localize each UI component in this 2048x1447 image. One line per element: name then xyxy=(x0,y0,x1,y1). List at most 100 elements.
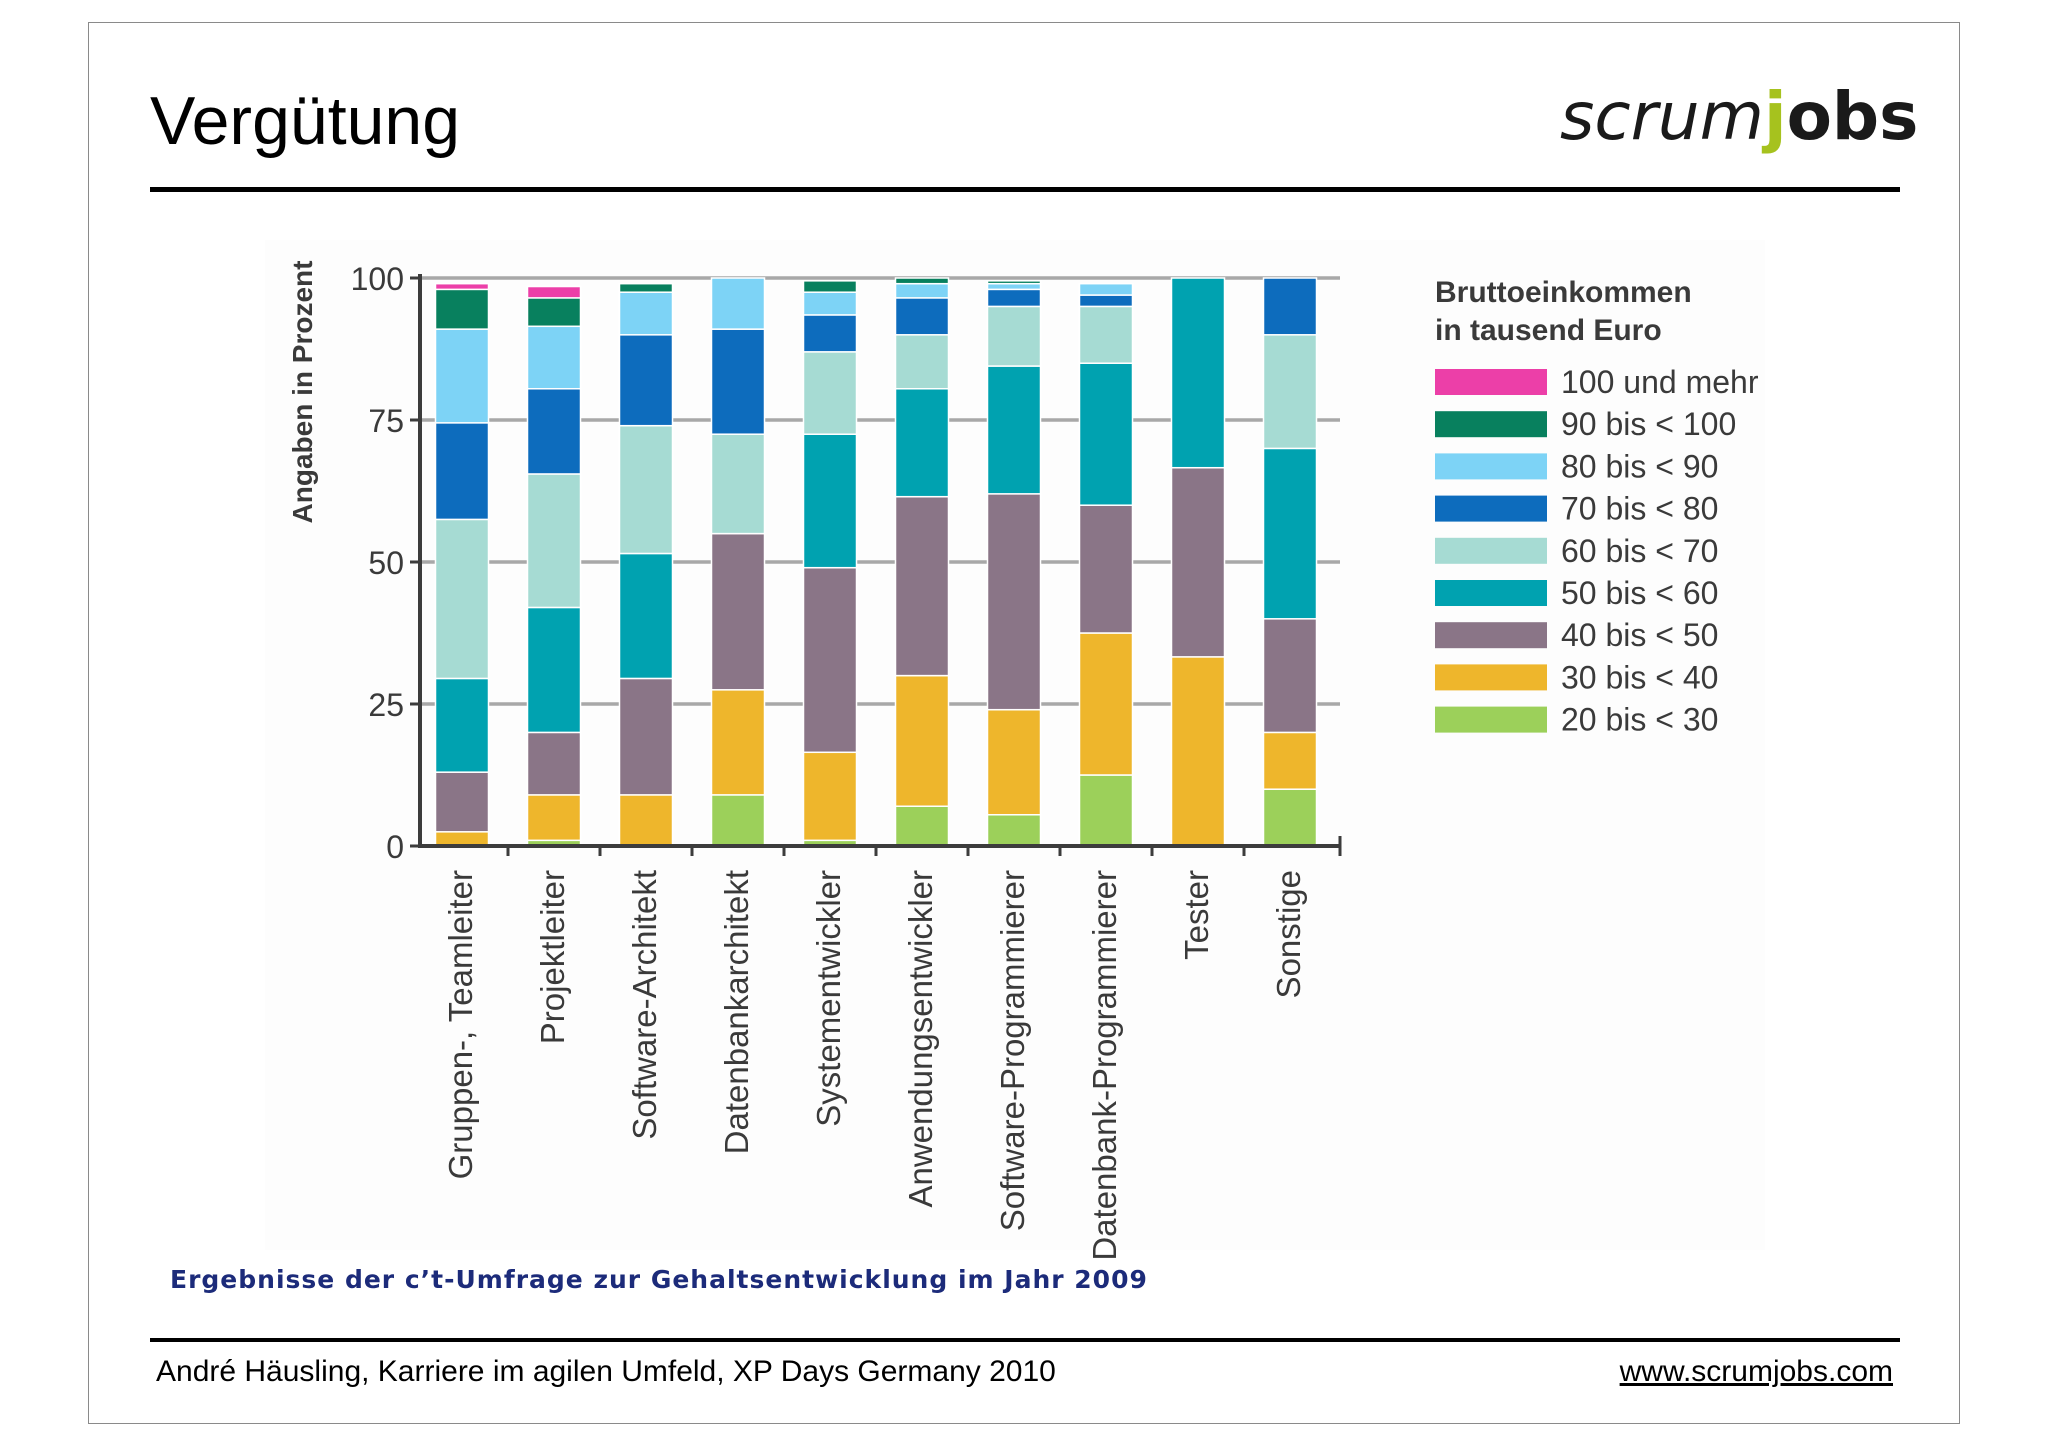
bar-segment-4-6 xyxy=(710,328,766,435)
x-tick-label: Software-Programmierer xyxy=(994,870,1031,1231)
bar-segment-8-7 xyxy=(1078,282,1134,296)
legend-label: 20 bis < 30 xyxy=(1561,702,1718,738)
bar-segment-4-5 xyxy=(710,433,766,535)
bar-segment-10-3 xyxy=(1262,618,1318,734)
bar-segment-6-4 xyxy=(894,388,950,498)
bar-segment-4-7 xyxy=(710,277,766,330)
bar-segment-2-5 xyxy=(526,473,582,609)
x-tick-label: Anwendungsentwickler xyxy=(902,870,939,1208)
y-tick-label: 50 xyxy=(368,545,404,581)
legend-swatch xyxy=(1435,495,1547,522)
bar-segment-1-9 xyxy=(434,282,490,291)
bar-segment-8-2 xyxy=(1078,632,1134,776)
legend-label: 60 bis < 70 xyxy=(1561,533,1718,569)
bar-segment-9-3 xyxy=(1170,466,1226,658)
legend-swatch xyxy=(1435,453,1547,480)
y-tick-label: 75 xyxy=(368,403,404,439)
x-tick-label: Software-Architekt xyxy=(626,870,663,1140)
bar-segment-7-7 xyxy=(986,282,1042,291)
footer-link[interactable]: www.scrumjobs.com xyxy=(1619,1355,1893,1388)
bar-segment-9-2 xyxy=(1170,656,1226,847)
x-tick-label: Projektleiter xyxy=(534,870,571,1044)
bar-segment-1-8 xyxy=(434,288,490,330)
bar-segment-3-6 xyxy=(618,334,674,427)
bar-segment-2-6 xyxy=(526,388,582,475)
bar-segment-10-1 xyxy=(1262,788,1318,847)
bar-segment-8-5 xyxy=(1078,305,1134,364)
bar-segment-5-2 xyxy=(802,751,858,842)
slide-title: Vergütung xyxy=(150,83,461,159)
bar-segment-8-6 xyxy=(1078,294,1134,308)
legend-title-line: Bruttoeinkommen xyxy=(1435,276,1692,309)
legend-swatch xyxy=(1435,706,1547,733)
bar-segment-9-4 xyxy=(1170,277,1226,469)
legend-label: 100 und mehr xyxy=(1561,364,1759,400)
bar-segment-6-7 xyxy=(894,282,950,299)
bar-segment-5-7 xyxy=(802,291,858,316)
bar-segment-5-5 xyxy=(802,351,858,435)
bar-segment-5-4 xyxy=(802,433,858,569)
bar-segment-2-8 xyxy=(526,297,582,328)
bar-segment-5-8 xyxy=(802,280,858,293)
bar-segment-6-5 xyxy=(894,334,950,390)
bar-segment-4-3 xyxy=(710,532,766,691)
scrumjobs-logo: scrumjobs xyxy=(1560,78,1918,178)
bar-segment-6-3 xyxy=(894,495,950,677)
chart-caption: Ergebnisse der c’t-Umfrage zur Gehaltsen… xyxy=(170,1265,1148,1294)
footer-divider xyxy=(150,1338,1900,1342)
bar-segment-2-9 xyxy=(526,285,582,299)
legend-label: 90 bis < 100 xyxy=(1561,406,1736,442)
logo-text-j: j xyxy=(1763,78,1787,155)
bar-segment-1-7 xyxy=(434,328,490,424)
bar-segment-8-4 xyxy=(1078,362,1134,506)
x-tick-label: Datenbankarchitekt xyxy=(718,870,755,1154)
legend-swatch xyxy=(1435,664,1547,691)
legend-swatch xyxy=(1435,622,1547,649)
legend-swatch xyxy=(1435,537,1547,564)
y-axis-title: Angaben in Prozent xyxy=(287,261,318,524)
bar-segment-5-3 xyxy=(802,566,858,754)
bar-segment-4-2 xyxy=(710,689,766,796)
bar-segment-6-2 xyxy=(894,674,950,807)
bar-segment-1-6 xyxy=(434,422,490,521)
bar-segment-3-8 xyxy=(618,282,674,293)
bar-segment-2-2 xyxy=(526,794,582,842)
bar-segment-10-4 xyxy=(1262,447,1318,620)
x-tick-label: Sonstige xyxy=(1270,870,1307,998)
bar-segment-2-4 xyxy=(526,606,582,734)
bar-segment-6-1 xyxy=(894,805,950,847)
bar-segment-10-6 xyxy=(1262,277,1318,336)
legend-label: 50 bis < 60 xyxy=(1561,575,1718,611)
title-divider xyxy=(150,187,1900,192)
bar-segment-10-2 xyxy=(1262,731,1318,790)
legend-swatch xyxy=(1435,369,1547,395)
bar-segment-7-8 xyxy=(986,280,1042,285)
legend-title-line: in tausend Euro xyxy=(1435,314,1662,347)
x-tick-label: Gruppen-, Teamleiter xyxy=(442,870,479,1179)
bar-segment-7-6 xyxy=(986,288,1042,308)
logo-text-scrum: scrum xyxy=(1560,78,1764,155)
bar-segment-7-1 xyxy=(986,814,1042,847)
legend-swatch xyxy=(1435,411,1547,438)
x-tick-label: Datenbank-Programmierer xyxy=(1086,870,1123,1261)
bar-segment-3-2 xyxy=(618,794,674,847)
bar-segment-7-5 xyxy=(986,305,1042,367)
y-tick-label: 25 xyxy=(368,687,404,723)
bar-segment-3-4 xyxy=(618,552,674,680)
x-tick-label: Tester xyxy=(1178,870,1215,960)
bar-segment-8-1 xyxy=(1078,774,1134,847)
footer-credit: André Häusling, Karriere im agilen Umfel… xyxy=(156,1355,1056,1388)
y-tick-label: 0 xyxy=(386,829,404,865)
legend-label: 30 bis < 40 xyxy=(1561,659,1718,695)
legend-swatch xyxy=(1435,580,1547,606)
bar-segment-2-7 xyxy=(526,325,582,390)
bar-segment-7-2 xyxy=(986,708,1042,816)
bar-segment-1-5 xyxy=(434,518,490,680)
bar-segment-6-8 xyxy=(894,277,950,285)
bar-segment-2-3 xyxy=(526,731,582,796)
legend-label: 80 bis < 90 xyxy=(1561,448,1718,484)
bar-segment-1-2 xyxy=(434,831,490,847)
y-tick-label: 100 xyxy=(351,261,404,297)
bar-segment-6-6 xyxy=(894,297,950,336)
